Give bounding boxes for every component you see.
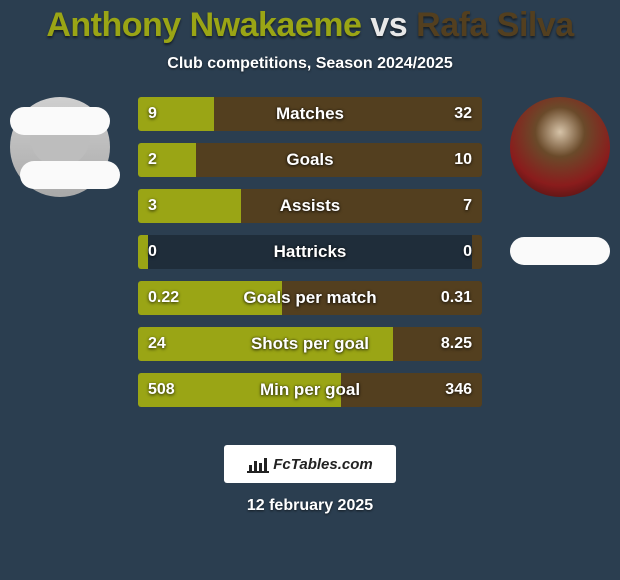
stat-fill-right [472, 235, 482, 269]
decoration-oval [20, 161, 120, 189]
stat-fill-right [241, 189, 482, 223]
date-label: 12 february 2025 [0, 497, 620, 515]
stat-fill-left [138, 97, 214, 131]
stat-fill-left [138, 281, 282, 315]
player1-name: Anthony Nwakaeme [46, 6, 361, 44]
stat-row: 932Matches [138, 97, 482, 131]
stat-fill-right [196, 143, 482, 177]
decoration-oval [10, 107, 110, 135]
comparison-title: Anthony Nwakaeme vs Rafa Silva [0, 0, 620, 45]
stat-fill-left [138, 327, 393, 361]
decoration-oval [510, 237, 610, 265]
stat-row: 00Hattricks [138, 235, 482, 269]
stat-row: 248.25Shots per goal [138, 327, 482, 361]
stat-row: 210Goals [138, 143, 482, 177]
player2-avatar [510, 97, 610, 197]
stat-fill-left [138, 373, 341, 407]
stat-fill-right [341, 373, 482, 407]
stat-fill-right [282, 281, 482, 315]
comparison-arena: 932Matches 210Goals 37Assists 00Hattricks 0.… [0, 97, 620, 427]
stat-row: 37Assists [138, 189, 482, 223]
player2-name: Rafa Silva [416, 6, 574, 44]
stat-fill-left [138, 143, 196, 177]
vs-label: vs [370, 6, 407, 44]
stat-row: 508346Min per goal [138, 373, 482, 407]
subtitle: Club competitions, Season 2024/2025 [0, 55, 620, 73]
stat-fill-left [138, 235, 148, 269]
stat-row: 0.220.31Goals per match [138, 281, 482, 315]
stat-fill-left [138, 189, 241, 223]
source-badge: FcTables.com [224, 445, 396, 483]
stat-fill-right [214, 97, 482, 131]
stat-bars: 932Matches 210Goals 37Assists 00Hattricks 0.… [138, 97, 482, 419]
stat-fill-right [393, 327, 482, 361]
chart-icon [247, 455, 269, 473]
source-text: FcTables.com [273, 456, 372, 473]
